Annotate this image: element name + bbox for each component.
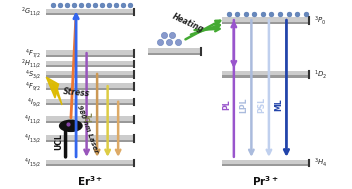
Polygon shape [52,84,62,105]
Text: LPL: LPL [240,97,249,113]
Text: $^1D_2$: $^1D_2$ [314,68,328,81]
Text: $^4F_{9/2}$: $^4F_{9/2}$ [25,80,41,93]
Text: $^4I_{11/2}$: $^4I_{11/2}$ [24,113,41,126]
Text: $^3H_4$: $^3H_4$ [314,157,328,169]
Text: $^2G_{11/2}$: $^2G_{11/2}$ [21,5,41,18]
Text: PL: PL [86,112,95,122]
Text: UCL: UCL [54,133,63,150]
Text: $\mathbf{Er^{3+}}$: $\mathbf{Er^{3+}}$ [77,174,103,188]
Text: $^4I_{15/2}$: $^4I_{15/2}$ [24,157,41,169]
Text: $^4I_{9/2}$: $^4I_{9/2}$ [27,96,41,109]
Text: PL: PL [222,100,231,110]
Text: Stress: Stress [63,87,91,98]
Text: $^4S_{3/2}$: $^4S_{3/2}$ [25,68,41,81]
Text: 980 nm Laser: 980 nm Laser [76,105,99,154]
Text: $\mathbf{Pr^{3+}}$: $\mathbf{Pr^{3+}}$ [252,174,279,188]
Text: Heating: Heating [171,12,205,35]
Polygon shape [46,77,58,98]
Text: $^3P_0$: $^3P_0$ [314,14,327,27]
Circle shape [59,120,82,131]
Text: ML: ML [275,99,284,111]
Text: $^4I_{13/2}$: $^4I_{13/2}$ [24,132,41,145]
Text: PSL: PSL [257,97,266,113]
Text: $^2H_{11/2}$: $^2H_{11/2}$ [21,58,41,70]
Text: $^4F_{7/2}$: $^4F_{7/2}$ [25,47,41,60]
